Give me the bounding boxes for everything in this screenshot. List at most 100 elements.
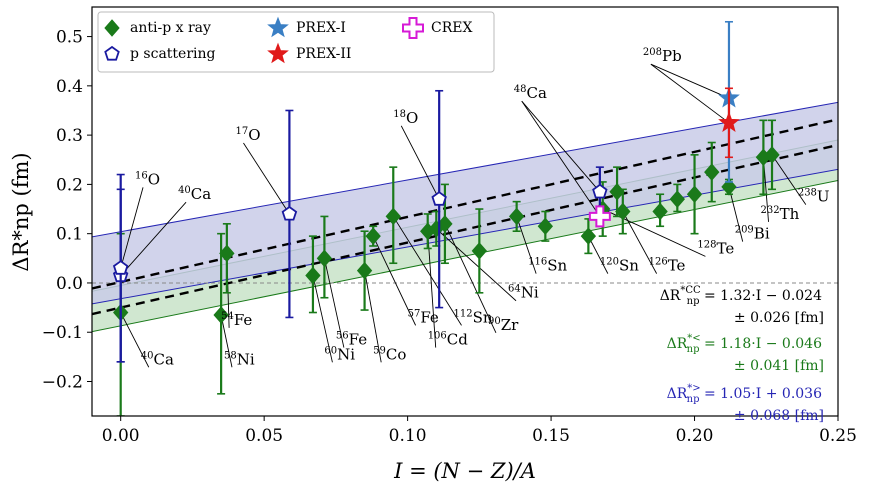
point-0-13 xyxy=(537,217,554,236)
fit-error: ± 0.041 [fm] xyxy=(734,358,824,374)
leader-line xyxy=(622,211,658,274)
legend-marker xyxy=(267,16,289,38)
leader-line xyxy=(516,216,537,274)
point-0-3 xyxy=(305,266,321,285)
annotation-leaders xyxy=(120,63,807,368)
x-axis-label: I = (N − Z)/A xyxy=(393,459,536,483)
nucleus-label-19: 126Te xyxy=(649,257,686,275)
fit-equation: ΔR*< np = 1.18·I − 0.046 xyxy=(667,333,822,355)
legend-marker xyxy=(104,19,120,37)
point-1-3 xyxy=(431,191,447,206)
legend: anti-p x ray p scattering PREX-I PREX-II CRE… xyxy=(97,11,495,73)
leader-line xyxy=(220,314,233,368)
fit-equation: ΔR*> np = 1.05·I + 0.036 xyxy=(667,383,822,405)
leader-line xyxy=(650,63,730,99)
nucleus-label-15: 90Zr xyxy=(488,316,519,334)
nucleus-label-23: 238U xyxy=(798,188,830,206)
leader-line xyxy=(650,63,730,124)
leader-line xyxy=(728,186,744,242)
data-points xyxy=(112,20,780,416)
point-0-22 xyxy=(721,178,737,196)
y-tick-label: −0.1 xyxy=(42,323,83,343)
point-0-2 xyxy=(219,244,235,263)
leader-line xyxy=(120,187,144,269)
nucleus-label-18: 120Sn xyxy=(600,257,639,275)
y-tick-label: 0.0 xyxy=(56,274,83,294)
y-axis-label: ΔR*np (fm) xyxy=(9,152,33,271)
fit-error: ± 0.026 [fm] xyxy=(734,310,824,326)
nucleus-label-2: 17O xyxy=(235,126,260,144)
nucleus-label-16: 64Ni xyxy=(508,284,539,302)
legend-marker xyxy=(267,42,289,64)
fit-band-edge xyxy=(92,179,838,333)
fit-cc-upper xyxy=(92,118,838,290)
leader-line xyxy=(587,235,609,274)
leader-line xyxy=(521,100,601,193)
leader-line xyxy=(436,228,517,302)
point-0-6 xyxy=(365,227,381,245)
y-tick-label: 0.4 xyxy=(56,77,83,97)
legend-label: anti-p x ray xyxy=(130,20,211,36)
x-tick-label: 0.20 xyxy=(676,426,714,446)
y-tick-label: 0.5 xyxy=(56,28,83,48)
point-3-0 xyxy=(718,111,740,133)
leader-line xyxy=(400,125,440,200)
axis-ticks: 0.00 0.05 0.10 0.15 0.20 0.25 −0.2 −0.1 0.0 0.1 0.… xyxy=(42,28,857,446)
x-tick-label: 0.10 xyxy=(389,426,427,446)
leader-line xyxy=(364,270,382,363)
point-0-18 xyxy=(652,202,668,221)
nucleus-label-14: 112Sn xyxy=(454,308,493,326)
point-1-4 xyxy=(592,183,608,199)
leader-line xyxy=(427,231,437,348)
point-0-19 xyxy=(669,190,685,208)
point-4-0 xyxy=(588,205,611,228)
fit-band-edge xyxy=(92,101,838,238)
leader-line xyxy=(120,201,187,276)
leader-line xyxy=(771,154,807,205)
legend-label: PREX-I xyxy=(296,20,346,36)
nucleus-label-12: 57Fe xyxy=(408,308,439,326)
fit-error: ± 0.068 [fm] xyxy=(734,408,824,424)
legend-label: p scattering xyxy=(130,46,216,62)
legend-label: CREX xyxy=(431,20,472,36)
nucleus-label-8: 58Ni xyxy=(224,350,255,368)
fit-band-edge xyxy=(92,168,838,305)
legend-box xyxy=(97,11,495,73)
leader-line xyxy=(372,235,417,326)
legend-marker xyxy=(402,17,424,39)
leader-line xyxy=(521,100,601,217)
nucleus-label-20: 128Te xyxy=(697,239,734,257)
point-1-1 xyxy=(112,260,129,275)
leader-line xyxy=(323,258,345,348)
point-0-12 xyxy=(508,207,525,226)
nucleus-label-10: 56Fe xyxy=(336,331,367,349)
legend-marker xyxy=(104,45,120,61)
nucleus-label-4: 48Ca xyxy=(514,84,547,102)
plot-frame xyxy=(91,6,839,417)
y-tick-label: 0.1 xyxy=(56,225,83,245)
x-tick-label: 0.00 xyxy=(102,426,140,446)
point-0-4 xyxy=(316,249,333,268)
leader-line xyxy=(444,223,497,333)
nucleus-label-11: 59Co xyxy=(373,345,406,363)
leader-line xyxy=(120,312,150,368)
point-0-5 xyxy=(356,261,373,280)
leader-line xyxy=(243,142,290,215)
y-tick-label: −0.2 xyxy=(42,373,83,393)
nucleus-label-9: 60Ni xyxy=(324,345,355,363)
nucleus-label-13: 106Cd xyxy=(428,331,469,349)
point-0-14 xyxy=(580,227,597,245)
point-0-7 xyxy=(385,207,401,226)
nucleus-label-7: 54Fe xyxy=(221,311,252,329)
point-0-21 xyxy=(704,163,720,181)
fit-equation: ΔR*CC np = 1.32·I − 0.024 xyxy=(660,285,822,307)
nucleus-label-21: 209Bi xyxy=(735,225,770,243)
y-tick-label: 0.3 xyxy=(56,126,83,146)
leader-line xyxy=(392,216,462,326)
nucleus-label-0: 16O xyxy=(135,170,160,188)
point-0-11 xyxy=(471,242,488,260)
nucleus-label-17: 116Sn xyxy=(528,257,567,275)
nucleus-label-22: 232Th xyxy=(761,205,800,223)
nucleus-label-1: 40Ca xyxy=(178,185,211,203)
